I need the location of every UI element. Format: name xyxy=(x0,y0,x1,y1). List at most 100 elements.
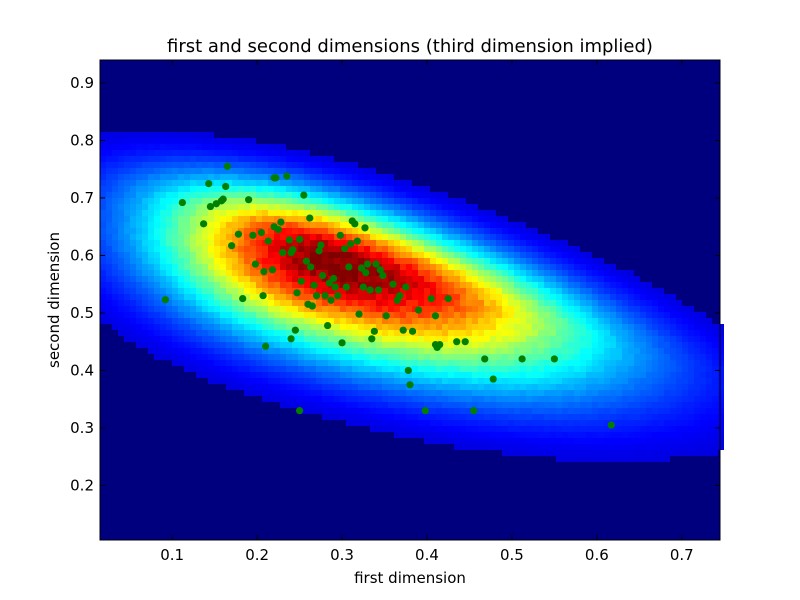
heatmap-cell xyxy=(316,282,322,288)
heatmap-cell xyxy=(538,360,544,366)
heatmap-cell xyxy=(580,252,586,258)
heatmap-cell xyxy=(166,162,172,168)
heatmap-cell xyxy=(700,378,706,384)
heatmap-cell xyxy=(442,324,448,330)
heatmap-cell xyxy=(676,318,682,324)
heatmap-cell xyxy=(262,336,268,342)
heatmap-cell xyxy=(328,360,334,366)
heatmap-cell xyxy=(268,144,274,150)
heatmap-cell xyxy=(490,336,496,342)
scatter-point xyxy=(283,172,291,180)
heatmap-cell xyxy=(280,174,286,180)
heatmap-cell xyxy=(334,252,340,258)
heatmap-cell xyxy=(142,234,148,240)
heatmap-cell xyxy=(358,168,364,174)
heatmap-cell xyxy=(172,252,178,258)
heatmap-cell xyxy=(394,402,400,408)
heatmap-cell xyxy=(334,354,340,360)
heatmap-cell xyxy=(106,174,112,180)
heatmap-cell xyxy=(640,384,646,390)
heatmap-cell xyxy=(652,354,658,360)
heatmap-cell xyxy=(550,390,556,396)
heatmap-cell xyxy=(490,300,496,306)
heatmap-cell xyxy=(562,438,568,444)
heatmap-cell xyxy=(514,264,520,270)
heatmap-cell xyxy=(664,366,670,372)
scatter-point xyxy=(317,241,325,249)
heatmap-cell xyxy=(514,324,520,330)
heatmap-cell xyxy=(250,210,256,216)
heatmap-cell xyxy=(244,162,250,168)
heatmap-cell xyxy=(316,198,322,204)
heatmap-cell xyxy=(706,414,712,420)
heatmap-cell xyxy=(154,174,160,180)
heatmap-cell xyxy=(412,216,418,222)
heatmap-cell xyxy=(598,378,604,384)
heatmap-cell xyxy=(448,360,454,366)
heatmap-cell xyxy=(232,222,238,228)
heatmap-cell xyxy=(382,330,388,336)
heatmap-cell xyxy=(688,390,694,396)
heatmap-cell xyxy=(694,378,700,384)
scatter-point xyxy=(307,263,315,271)
heatmap-cell xyxy=(634,378,640,384)
heatmap-cell xyxy=(364,372,370,378)
heatmap-cell xyxy=(622,306,628,312)
heatmap-cell xyxy=(604,372,610,378)
heatmap-cell xyxy=(358,174,364,180)
heatmap-cell xyxy=(460,408,466,414)
heatmap-cell xyxy=(658,318,664,324)
heatmap-cell xyxy=(280,318,286,324)
heatmap-cell xyxy=(364,294,370,300)
heatmap-cell xyxy=(658,324,664,330)
heatmap-cell xyxy=(670,312,676,318)
heatmap-cell xyxy=(646,360,652,366)
heatmap-cell xyxy=(232,306,238,312)
heatmap-cell xyxy=(370,348,376,354)
heatmap-cell xyxy=(718,360,724,366)
heatmap-cell xyxy=(310,378,316,384)
heatmap-cell xyxy=(346,324,352,330)
heatmap-cell xyxy=(316,342,322,348)
heatmap-cell xyxy=(424,186,430,192)
heatmap-cell xyxy=(616,456,622,462)
heatmap-cell xyxy=(622,372,628,378)
heatmap-cell xyxy=(460,306,466,312)
heatmap-cell xyxy=(196,336,202,342)
heatmap-cell xyxy=(460,342,466,348)
heatmap-cell xyxy=(130,228,136,234)
heatmap-cell xyxy=(688,372,694,378)
heatmap-cell xyxy=(460,258,466,264)
x-tick-label: 0.2 xyxy=(245,546,269,564)
heatmap-cell xyxy=(694,360,700,366)
heatmap-cell xyxy=(544,234,550,240)
heatmap-cell xyxy=(718,414,724,420)
heatmap-cell xyxy=(598,414,604,420)
heatmap-cell xyxy=(532,366,538,372)
heatmap-cell xyxy=(706,366,712,372)
heatmap-cell xyxy=(544,288,550,294)
heatmap-cell xyxy=(454,252,460,258)
heatmap-cell xyxy=(670,426,676,432)
heatmap-cell xyxy=(298,264,304,270)
heatmap-cell xyxy=(472,282,478,288)
heatmap-cell xyxy=(478,282,484,288)
heatmap-cell xyxy=(418,240,424,246)
heatmap-cell xyxy=(442,354,448,360)
heatmap-cell xyxy=(280,384,286,390)
heatmap-cell xyxy=(196,234,202,240)
heatmap-cell xyxy=(508,414,514,420)
heatmap-cell xyxy=(514,228,520,234)
heatmap-cell xyxy=(688,330,694,336)
heatmap-cell xyxy=(148,222,154,228)
heatmap-cell xyxy=(322,300,328,306)
heatmap-cell xyxy=(178,282,184,288)
heatmap-cell xyxy=(520,240,526,246)
heatmap-cell xyxy=(190,192,196,198)
heatmap-cell xyxy=(130,312,136,318)
heatmap-cell xyxy=(112,168,118,174)
heatmap-cell xyxy=(598,264,604,270)
heatmap-cell xyxy=(346,204,352,210)
heatmap-cell xyxy=(574,384,580,390)
heatmap-cell xyxy=(496,312,502,318)
